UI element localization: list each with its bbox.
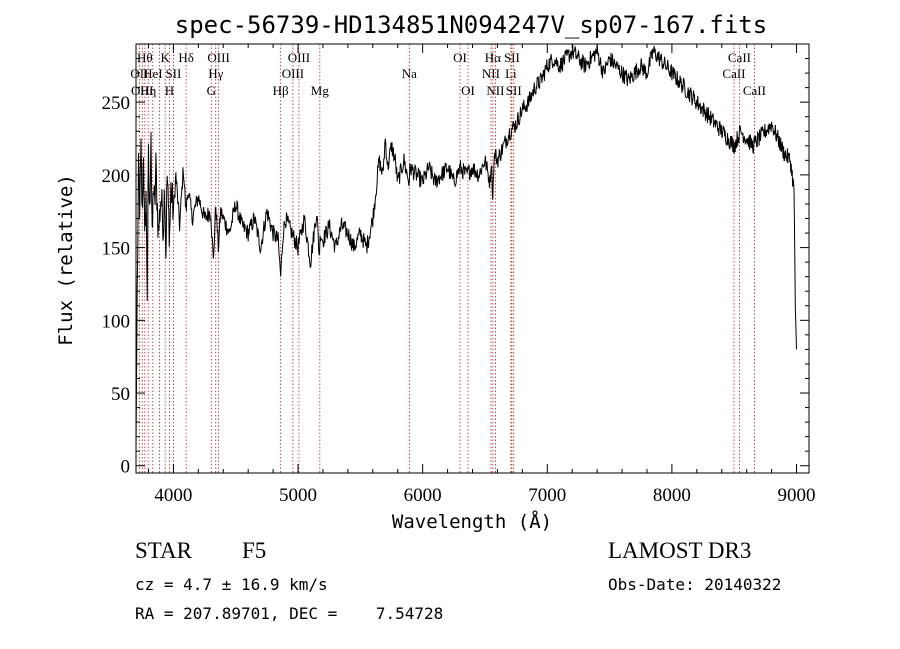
marker-label-23: Li [505, 66, 517, 81]
marker-label-24: SII [504, 50, 520, 65]
marker-label-28: CaII [743, 83, 766, 98]
object-class: STAR [135, 538, 192, 563]
y-axis-ticks: 0 50 100 150 200 250 [102, 58, 809, 478]
y-tick-label-2: 100 [102, 311, 131, 332]
marker-label-2: Hθ [137, 50, 153, 65]
marker-label-8: SII [165, 66, 181, 81]
x-axis-ticks: 4000 5000 6000 7000 8000 9000 [147, 44, 816, 506]
marker-label-17: Na [402, 66, 417, 81]
marker-label-27: CaII [728, 50, 751, 65]
x-tick-label-3: 7000 [528, 485, 566, 506]
marker-label-4: HeI [143, 66, 163, 81]
chart-title: spec-56739-HD134851N094247V_sp07-167.fit… [175, 11, 767, 39]
marker-label-19: OI [461, 83, 475, 98]
x-axis-label: Wavelength (Å) [392, 510, 552, 533]
x-tick-label-1: 5000 [279, 485, 317, 506]
coordinates: RA = 207.89701, DEC = 7.54728 [135, 604, 444, 623]
marker-label-21: Hα [485, 50, 501, 65]
marker-label-3: Hη [140, 83, 156, 98]
redshift-cz: cz = 4.7 ± 16.9 km/s [135, 575, 328, 594]
marker-label-9: Hδ [178, 50, 194, 65]
y-tick-label-1: 50 [111, 384, 130, 405]
survey-name: LAMOST DR3 [608, 538, 752, 563]
y-tick-label-0: 0 [121, 457, 131, 478]
obs-date: Obs-Date: 20140322 [608, 575, 782, 594]
y-axis-label: Flux (relative) [55, 174, 77, 346]
marker-label-15: OIII [288, 50, 310, 65]
marker-label-26: CaII [722, 66, 745, 81]
x-tick-label-5: 9000 [778, 485, 816, 506]
marker-label-22: NII [486, 83, 504, 98]
marker-label-14: OIII [282, 66, 304, 81]
marker-label-11: Hγ [208, 66, 223, 81]
flux-series-line [135, 43, 797, 452]
subclass: F5 [242, 538, 267, 563]
marker-label-7: H [165, 83, 174, 98]
marker-label-18: OI [453, 50, 467, 65]
marker-label-13: Hβ [273, 83, 289, 98]
marker-label-6: K [160, 50, 170, 65]
x-tick-label-0: 4000 [154, 485, 192, 506]
y-tick-label-3: 150 [102, 239, 131, 260]
marker-label-10: G [207, 83, 216, 98]
y-tick-label-5: 250 [102, 93, 131, 114]
y-tick-label-4: 200 [102, 166, 131, 187]
marker-label-25: SII [506, 83, 522, 98]
marker-label-12: OIII [207, 50, 229, 65]
marker-label-16: Mg [311, 83, 330, 98]
line-markers: OIIOIIIHθHηHeIKHSIIHδGHγOIIIHβOIIIOIIIMg… [130, 44, 766, 473]
x-tick-label-2: 6000 [404, 485, 442, 506]
x-tick-label-4: 8000 [653, 485, 691, 506]
plot-frame [135, 43, 810, 474]
marker-label-20: NII [482, 66, 500, 81]
